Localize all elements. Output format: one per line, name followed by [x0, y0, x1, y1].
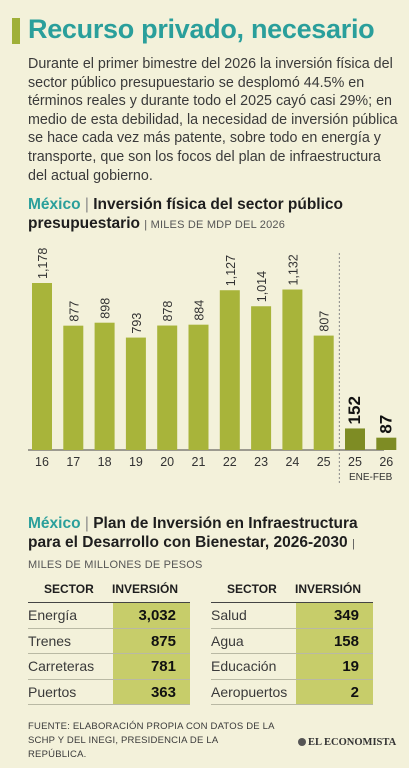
table-right: SECTOR INVERSIÓN Salud 349 Agua 158 Educ…	[211, 578, 373, 705]
logo-text: EL ECONOMISTA	[308, 737, 397, 748]
row-value: 875	[113, 628, 190, 653]
bar	[32, 283, 52, 450]
x-tick-label: 25	[348, 455, 362, 469]
row-sector: Aeropuertos	[211, 683, 288, 700]
plan-pipe: |	[84, 515, 89, 532]
table-row: Aeropuertos 2	[211, 679, 373, 705]
table-left: SECTOR INVERSIÓN Energía 3,032 Trenes 87…	[28, 578, 190, 705]
header-inversion: INVERSIÓN	[111, 582, 178, 596]
table-row: Educación 19	[211, 654, 373, 680]
bar-value-label: 878	[161, 301, 175, 322]
bar	[219, 290, 240, 450]
bar-value-label: 877	[67, 301, 81, 322]
bar-value-label: 87	[376, 415, 395, 434]
plan-title: Plan de Inversión en Infraestructura par…	[28, 515, 358, 551]
row-value: 2	[296, 679, 373, 704]
bar-chart-svg: 1,178 16 877 17 898 18 793 19 878 20 884 21 1,127 22 1…	[28, 248, 397, 483]
bar-value-label: 807	[318, 311, 332, 332]
x-tick-label: 18	[98, 455, 112, 469]
row-value: 19	[296, 654, 373, 679]
intro-paragraph: Durante el primer bimestre del 2026 la i…	[28, 56, 398, 184]
row-sector: Trenes	[28, 632, 72, 649]
page-title: Recurso privado, necesario	[28, 14, 375, 44]
table-row: Puertos 363	[28, 679, 190, 705]
chart-pipe: |	[84, 196, 89, 213]
period-annotation: ENE-FEB	[349, 472, 393, 483]
title-accent-bar	[12, 18, 20, 44]
table-row: Agua 158	[211, 628, 373, 654]
row-sector: Salud	[211, 607, 247, 624]
chart-heading: México | Inversión física del sector púb…	[28, 195, 388, 235]
header-inversion: INVERSIÓN	[294, 582, 361, 596]
x-tick-label: 22	[223, 455, 237, 469]
row-value: 158	[296, 628, 373, 653]
row-sector: Energía	[28, 607, 78, 624]
x-tick-label: 21	[192, 455, 206, 469]
bar	[345, 428, 365, 450]
bar-value-label: 793	[130, 313, 144, 334]
x-tick-label: 16	[35, 455, 49, 469]
bar	[282, 289, 303, 450]
chart-country: México	[28, 196, 81, 213]
row-sector: Carreteras	[28, 658, 95, 675]
row-sector: Puertos	[28, 683, 77, 700]
bar	[376, 437, 397, 450]
x-tick-label: 25	[317, 455, 331, 469]
row-value: 363	[113, 679, 190, 704]
header-divider	[211, 602, 373, 603]
bar-value-label: 1,178	[36, 248, 50, 279]
bar	[63, 325, 84, 450]
bar	[313, 335, 334, 450]
header-sector: SECTOR	[44, 582, 94, 596]
plan-heading: México | Plan de Inversión en Infraestru…	[28, 514, 388, 575]
bar-value-label: 1,014	[255, 271, 269, 302]
table-row: Trenes 875	[28, 628, 190, 654]
bar-value-label: 1,132	[286, 254, 300, 285]
bar-value-label: 152	[345, 396, 364, 424]
row-value: 349	[296, 603, 373, 628]
row-value: 3,032	[113, 603, 190, 628]
bar-chart: 1,178 16 877 17 898 18 793 19 878 20 884 21 1,127 22 1…	[0, 245, 409, 485]
source-note: FUENTE: ELABORACIÓN PROPIA CON DATOS DE …	[28, 721, 275, 760]
bar	[94, 322, 115, 450]
plan-country: México	[28, 515, 81, 532]
x-tick-label: 24	[285, 455, 299, 469]
row-sector: Educación	[211, 658, 277, 675]
table-row: Energía 3,032	[28, 603, 190, 629]
bar-value-label: 884	[193, 300, 207, 321]
table-left-header: SECTOR INVERSIÓN	[28, 578, 190, 600]
bar	[188, 324, 209, 450]
table-row: Salud 349	[211, 603, 373, 629]
bar-value-label: 898	[99, 298, 113, 319]
x-tick-label: 26	[379, 455, 393, 469]
table-row: Carreteras 781	[28, 654, 190, 680]
chart-title: Inversión física del sector público pres…	[28, 196, 344, 232]
x-tick-label: 17	[66, 455, 80, 469]
logo-icon	[298, 738, 306, 746]
row-sector: Agua	[211, 632, 244, 649]
chart-unit: | MILES DE MDP DEL 2026	[144, 219, 286, 231]
x-tick-label: 20	[160, 455, 174, 469]
row-value: 781	[113, 654, 190, 679]
x-tick-label: 19	[129, 455, 143, 469]
header-divider	[28, 602, 190, 603]
header-sector: SECTOR	[227, 582, 277, 596]
bar	[251, 306, 272, 450]
plan-unit: | MILES DE MILLONES DE PESOS	[28, 538, 356, 571]
bar	[125, 337, 146, 450]
x-tick-label: 23	[254, 455, 268, 469]
publisher-logo: EL ECONOMISTA	[298, 737, 396, 748]
table-right-header: SECTOR INVERSIÓN	[211, 578, 373, 600]
bar	[157, 325, 178, 450]
bar-value-label: 1,127	[224, 255, 238, 286]
